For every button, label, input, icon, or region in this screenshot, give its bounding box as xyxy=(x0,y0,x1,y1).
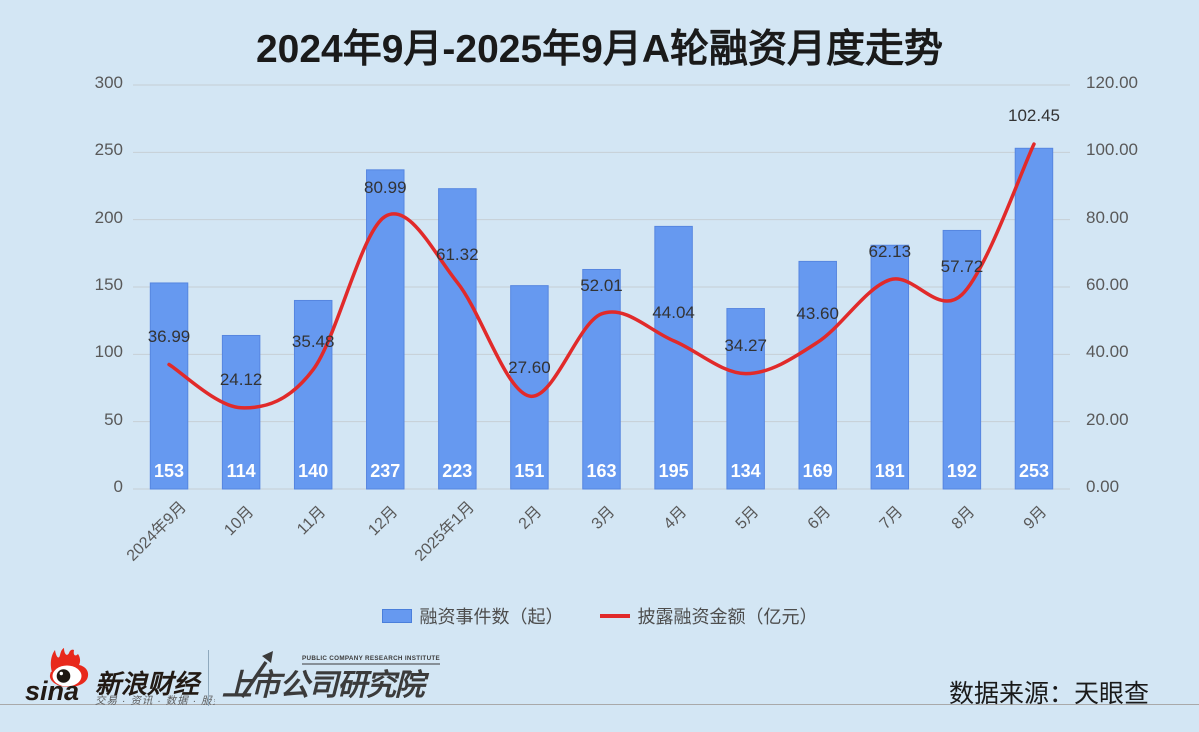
svg-text:sina: sina xyxy=(25,676,79,706)
svg-text:上市公司研究院: 上市公司研究院 xyxy=(222,668,430,702)
svg-text:交易 · 资讯 · 数据 · 服务: 交易 · 资讯 · 数据 · 服务 xyxy=(95,695,215,706)
svg-text:PUBLIC COMPANY RESEARCH INSTIT: PUBLIC COMPANY RESEARCH INSTITUTE xyxy=(302,655,440,662)
